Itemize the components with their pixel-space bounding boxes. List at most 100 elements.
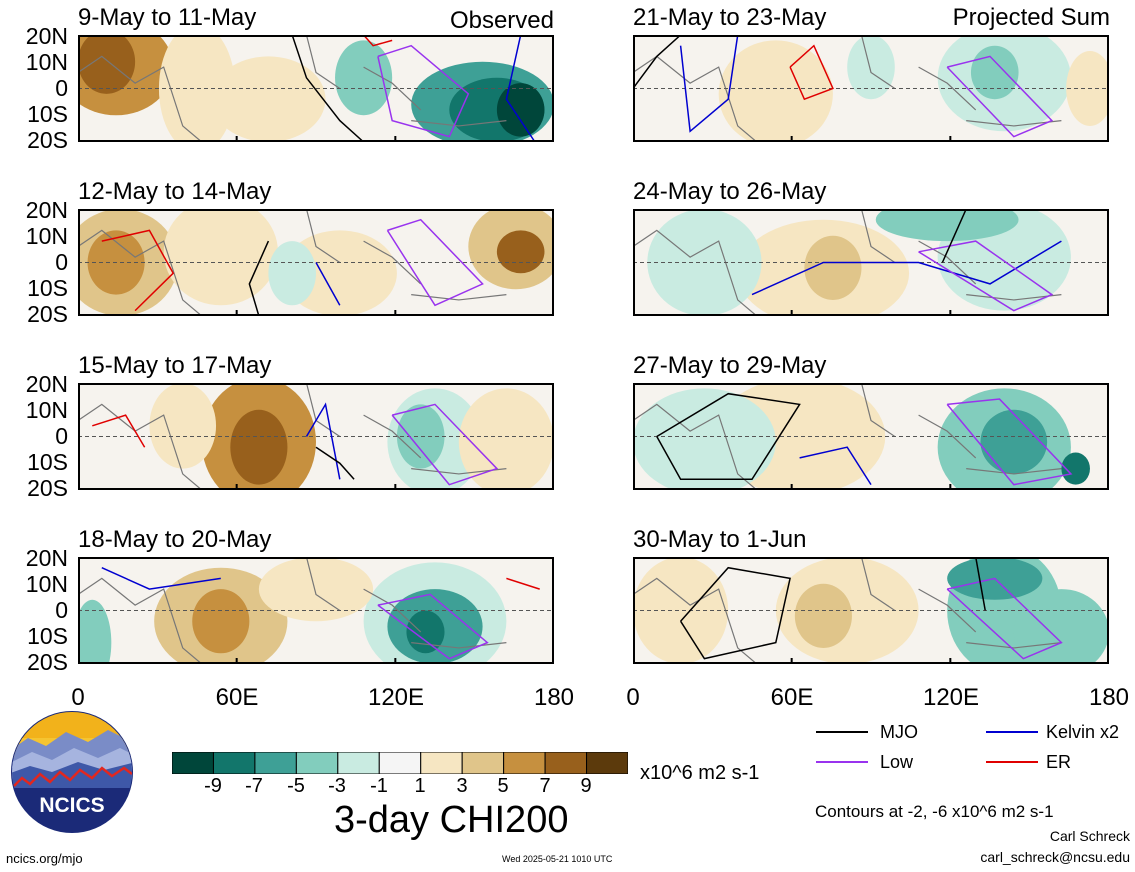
lat-label: 10N xyxy=(25,397,68,423)
anomaly-region xyxy=(633,557,729,664)
colorbar xyxy=(172,752,628,774)
lat-label: 20S xyxy=(27,475,68,501)
anomaly-region xyxy=(406,610,445,654)
coastline xyxy=(78,35,507,142)
lon-label: 120E xyxy=(367,684,425,711)
panel-frame xyxy=(633,383,1109,490)
contour-line xyxy=(363,35,393,47)
legend-low-label: Low xyxy=(880,752,914,772)
lon-label: 180 xyxy=(1088,684,1130,711)
anomaly-region xyxy=(268,241,316,306)
anomaly-region xyxy=(496,230,545,274)
colorbar-swatch xyxy=(544,752,588,774)
contour-line xyxy=(386,218,484,307)
contour-line xyxy=(305,402,341,480)
anomaly-region xyxy=(804,235,862,300)
panel-frame xyxy=(633,209,1109,316)
anomaly-region xyxy=(458,388,554,490)
map-panel-2 xyxy=(78,209,554,316)
panel-tag-observed: Observed xyxy=(449,7,554,34)
contour-line xyxy=(974,557,986,611)
colorbar-tick: -5 xyxy=(287,775,305,797)
legend-mjo-label: MJO xyxy=(880,722,918,742)
colorbar-swatch xyxy=(337,752,380,774)
coastline xyxy=(633,383,1062,490)
colorbar-tick: -1 xyxy=(370,775,388,797)
map-panel-6 xyxy=(633,209,1109,316)
ncics-logo: NCICS xyxy=(11,711,133,833)
contour-line xyxy=(679,35,739,133)
colorbar-tick: -7 xyxy=(245,775,263,797)
contour-line xyxy=(941,209,967,263)
anomaly-region xyxy=(496,83,545,137)
colorbar-swatch xyxy=(378,752,422,774)
map-panel-7 xyxy=(633,383,1109,490)
panel-title-7: 27-May to 29-May xyxy=(633,352,827,379)
lat-label: 0 xyxy=(55,75,68,101)
colorbar-swatch xyxy=(172,752,214,774)
lat-label: 20N xyxy=(25,197,68,223)
lat-label: 10N xyxy=(25,571,68,597)
anomaly-region xyxy=(230,409,288,485)
contour-line xyxy=(377,593,489,660)
panel-title-8: 30-May to 1-Jun xyxy=(633,526,807,553)
contour-line xyxy=(505,35,536,142)
contour-line xyxy=(946,55,1054,138)
panel-frame xyxy=(78,383,554,490)
map-panel-8 xyxy=(633,557,1109,664)
colorbar-swatch xyxy=(254,752,297,774)
website: ncics.org/mjo xyxy=(6,851,83,866)
lat-label: 10S xyxy=(27,449,68,475)
chart-title: 3-day CHI200 xyxy=(334,799,569,841)
colorbar-tick: 3 xyxy=(456,775,468,797)
coastline xyxy=(633,557,1062,664)
anomaly-region xyxy=(78,35,136,94)
anomaly-region xyxy=(1061,452,1090,485)
panel-frame xyxy=(78,557,554,664)
contour-line xyxy=(377,44,470,138)
contour-line xyxy=(946,398,1073,486)
contour-line xyxy=(679,566,791,660)
contour-line xyxy=(92,414,146,448)
lat-label: 0 xyxy=(55,249,68,275)
coastline xyxy=(633,35,1062,142)
anomaly-region xyxy=(163,209,278,306)
lon-label: 60E xyxy=(215,684,259,711)
panel-title-2: 12-May to 14-May xyxy=(78,178,272,205)
lon-label: 180 xyxy=(533,684,575,711)
colorbar-swatch xyxy=(212,752,256,774)
contour-line xyxy=(248,240,270,316)
contour-line xyxy=(315,262,341,306)
anomaly-region xyxy=(396,404,445,469)
map-panel-3 xyxy=(78,383,554,490)
colorbar-tick: 7 xyxy=(539,775,551,797)
contour-line xyxy=(751,240,1062,296)
legend-lines-right xyxy=(986,731,1038,763)
anomaly-region xyxy=(192,589,250,654)
lat-label: 10S xyxy=(27,623,68,649)
anomaly-region xyxy=(211,56,326,142)
lat-label: 10N xyxy=(25,223,68,249)
timestamp: Wed 2025-05-21 1010 UTC xyxy=(502,854,613,864)
panel-title-3: 15-May to 17-May xyxy=(78,352,272,379)
anomaly-region xyxy=(847,35,895,100)
coastline xyxy=(78,557,507,664)
lat-label: 10S xyxy=(27,275,68,301)
lat-label: 0 xyxy=(55,423,68,449)
lat-label: 20N xyxy=(25,23,68,49)
logo-text: NCICS xyxy=(39,794,104,817)
colorbar-swatch xyxy=(461,752,505,774)
anomaly-region xyxy=(78,599,112,664)
colorbar-swatch xyxy=(586,752,628,774)
colorbar-tick: -9 xyxy=(204,775,222,797)
lat-label: 0 xyxy=(55,597,68,623)
contour-line xyxy=(799,446,872,486)
panel-frame xyxy=(633,557,1109,664)
anomaly-region xyxy=(875,209,1019,242)
anomaly-region xyxy=(980,409,1048,474)
coastline xyxy=(633,209,1062,316)
lat-label: 20N xyxy=(25,371,68,397)
colorbar-swatch xyxy=(420,752,463,774)
author: Carl Schreck xyxy=(1049,828,1130,844)
legend-er-label: ER xyxy=(1046,752,1072,772)
